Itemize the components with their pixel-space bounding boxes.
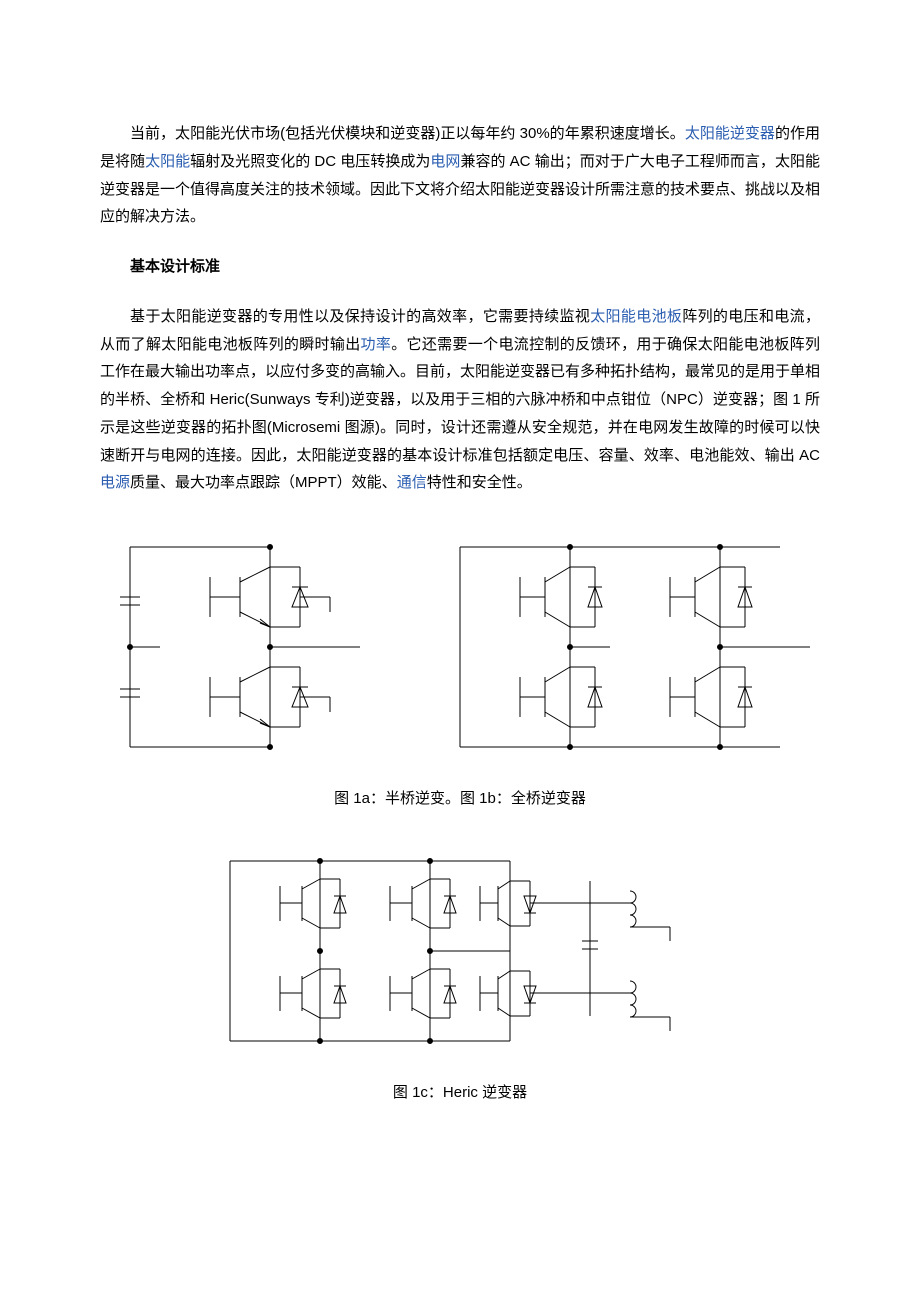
caption-1c: 图 1c：Heric 逆变器 bbox=[100, 1079, 820, 1107]
text: 当前，太阳能光伏市场(包括光伏模块和逆变器)正以每年约 30%的年累积速度增长。 bbox=[130, 125, 685, 142]
link-solar-panel[interactable]: 太阳能电池板 bbox=[590, 308, 682, 325]
text: 。它还需要一个电流控制的反馈环，用于确保太阳能电池板阵列工作在最大输出功率点，以… bbox=[100, 336, 820, 464]
figure-1b bbox=[440, 527, 820, 767]
text: 辐射及光照变化的 DC 电压转换成为 bbox=[190, 153, 430, 170]
intro-paragraph: 当前，太阳能光伏市场(包括光伏模块和逆变器)正以每年约 30%的年累积速度增长。… bbox=[100, 120, 820, 231]
half-bridge-svg bbox=[100, 527, 400, 767]
figure-1a bbox=[100, 527, 400, 767]
link-solar[interactable]: 太阳能 bbox=[145, 153, 190, 170]
section-heading: 基本设计标准 bbox=[100, 253, 820, 281]
text: 基于太阳能逆变器的专用性以及保持设计的高效率，它需要持续监视 bbox=[130, 308, 590, 325]
link-solar-inverter[interactable]: 太阳能逆变器 bbox=[685, 125, 775, 142]
link-power-supply[interactable]: 电源 bbox=[100, 474, 130, 491]
link-power[interactable]: 功率 bbox=[361, 336, 392, 353]
figure-row-ab bbox=[100, 527, 820, 767]
heric-svg bbox=[210, 841, 710, 1061]
body-paragraph: 基于太阳能逆变器的专用性以及保持设计的高效率，它需要持续监视太阳能电池板阵列的电… bbox=[100, 303, 820, 497]
text: 质量、最大功率点跟踪（MPPT）效能、 bbox=[130, 474, 397, 491]
caption-1ab: 图 1a：半桥逆变。图 1b：全桥逆变器 bbox=[100, 785, 820, 813]
link-grid[interactable]: 电网 bbox=[430, 153, 460, 170]
link-communication[interactable]: 通信 bbox=[397, 474, 427, 491]
full-bridge-svg bbox=[440, 527, 820, 767]
document-page: 当前，太阳能光伏市场(包括光伏模块和逆变器)正以每年约 30%的年累积速度增长。… bbox=[0, 0, 920, 1195]
figure-1c bbox=[100, 841, 820, 1061]
text: 特性和安全性。 bbox=[427, 474, 532, 491]
